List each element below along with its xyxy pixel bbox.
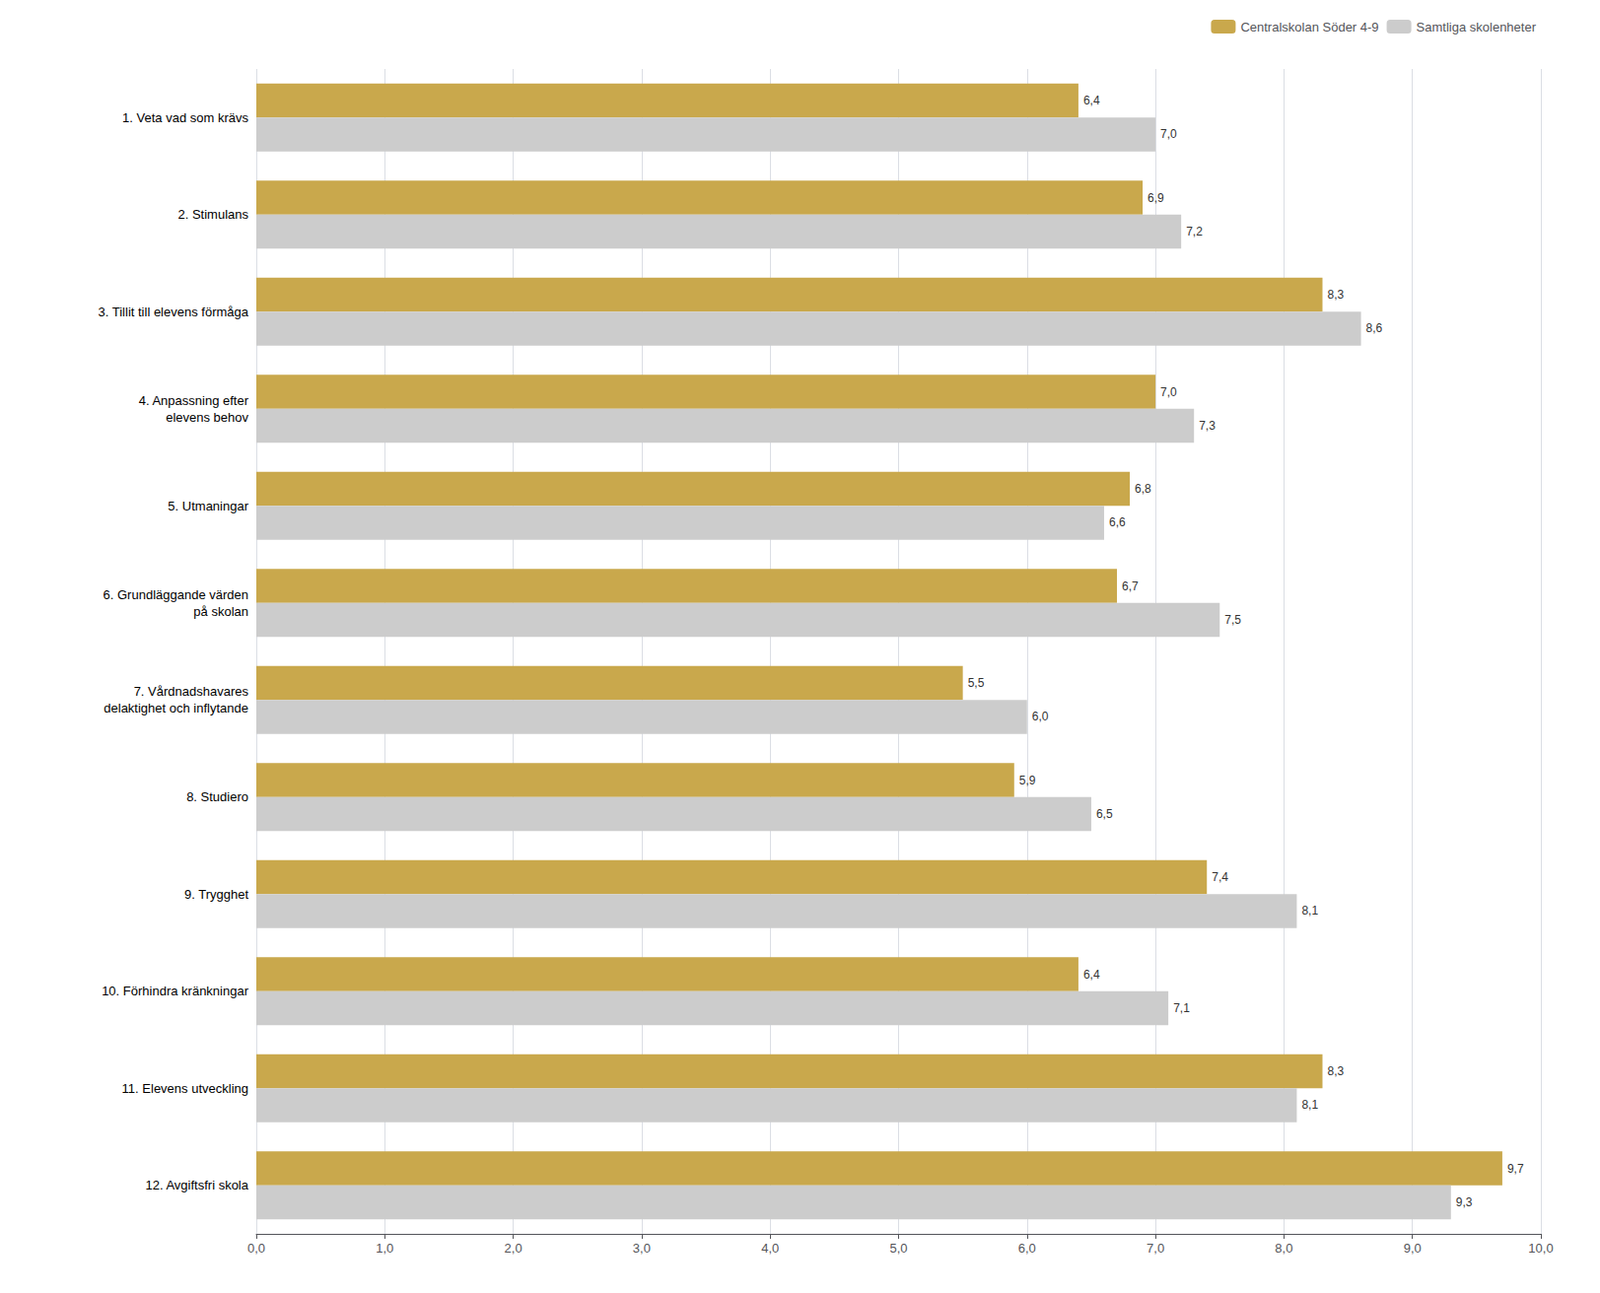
svg-text:11. Elevens utveckling: 11. Elevens utveckling bbox=[122, 1081, 249, 1097]
svg-text:6,5: 6,5 bbox=[1096, 807, 1114, 822]
svg-text:7,2: 7,2 bbox=[1185, 224, 1203, 239]
svg-text:8. Studiero: 8. Studiero bbox=[186, 789, 249, 805]
svg-text:1. Veta vad som krävs: 1. Veta vad som krävs bbox=[122, 110, 249, 126]
svg-text:10. Förhindra kränkningar: 10. Förhindra kränkningar bbox=[101, 983, 250, 999]
svg-text:6,4: 6,4 bbox=[1083, 93, 1101, 108]
svg-text:6,8: 6,8 bbox=[1134, 482, 1152, 496]
svg-text:2. Stimulans: 2. Stimulans bbox=[177, 207, 249, 222]
svg-text:8,1: 8,1 bbox=[1301, 1098, 1319, 1113]
svg-text:6,0: 6,0 bbox=[1018, 1241, 1037, 1256]
svg-text:7,1: 7,1 bbox=[1173, 1001, 1190, 1016]
svg-text:elevens behov: elevens behov bbox=[165, 410, 249, 425]
svg-text:1,0: 1,0 bbox=[375, 1241, 394, 1256]
svg-text:3,0: 3,0 bbox=[632, 1241, 651, 1256]
svg-text:4. Anpassning efter: 4. Anpassning efter bbox=[139, 393, 250, 409]
svg-text:9,3: 9,3 bbox=[1456, 1195, 1473, 1210]
svg-text:6. Grundläggande värden: 6. Grundläggande värden bbox=[103, 587, 249, 603]
svg-text:Samtliga skolenheter: Samtliga skolenheter bbox=[1416, 19, 1537, 35]
svg-text:8,6: 8,6 bbox=[1366, 321, 1384, 336]
svg-text:6,6: 6,6 bbox=[1109, 515, 1126, 530]
svg-text:7,4: 7,4 bbox=[1211, 870, 1229, 885]
svg-text:4,0: 4,0 bbox=[761, 1241, 779, 1256]
svg-text:7,5: 7,5 bbox=[1224, 613, 1242, 627]
svg-text:2,0: 2,0 bbox=[504, 1241, 523, 1256]
svg-text:7,0: 7,0 bbox=[1160, 385, 1178, 400]
svg-text:8,1: 8,1 bbox=[1301, 904, 1319, 918]
svg-text:9,7: 9,7 bbox=[1507, 1162, 1525, 1177]
svg-text:8,3: 8,3 bbox=[1326, 1064, 1344, 1079]
svg-text:5,9: 5,9 bbox=[1019, 773, 1037, 788]
svg-text:3. Tillit till elevens förmåga: 3. Tillit till elevens förmåga bbox=[98, 304, 250, 320]
svg-text:9. Trygghet: 9. Trygghet bbox=[184, 887, 249, 903]
svg-text:7. Vårdnadshavares: 7. Vårdnadshavares bbox=[134, 684, 250, 699]
svg-text:7,0: 7,0 bbox=[1160, 127, 1178, 141]
svg-text:9,0: 9,0 bbox=[1403, 1241, 1422, 1256]
svg-text:6,7: 6,7 bbox=[1121, 579, 1139, 594]
svg-text:6,0: 6,0 bbox=[1032, 709, 1049, 724]
svg-text:6,9: 6,9 bbox=[1147, 191, 1165, 206]
svg-text:8,3: 8,3 bbox=[1326, 287, 1344, 302]
svg-text:6,4: 6,4 bbox=[1083, 968, 1101, 982]
svg-text:7,3: 7,3 bbox=[1198, 418, 1216, 433]
svg-text:7,0: 7,0 bbox=[1146, 1241, 1165, 1256]
svg-text:5,0: 5,0 bbox=[889, 1241, 907, 1256]
svg-text:5,5: 5,5 bbox=[968, 676, 985, 691]
svg-text:10,0: 10,0 bbox=[1528, 1241, 1553, 1256]
svg-text:8,0: 8,0 bbox=[1274, 1241, 1293, 1256]
svg-text:5. Utmaningar: 5. Utmaningar bbox=[167, 498, 249, 514]
svg-text:Centralskolan Söder 4-9: Centralskolan Söder 4-9 bbox=[1240, 19, 1379, 35]
svg-text:12. Avgiftsfri skola: 12. Avgiftsfri skola bbox=[144, 1178, 249, 1193]
svg-text:på skolan: på skolan bbox=[193, 604, 249, 620]
svg-text:delaktighet och inflytande: delaktighet och inflytande bbox=[103, 700, 249, 716]
svg-text:0,0: 0,0 bbox=[247, 1241, 266, 1256]
